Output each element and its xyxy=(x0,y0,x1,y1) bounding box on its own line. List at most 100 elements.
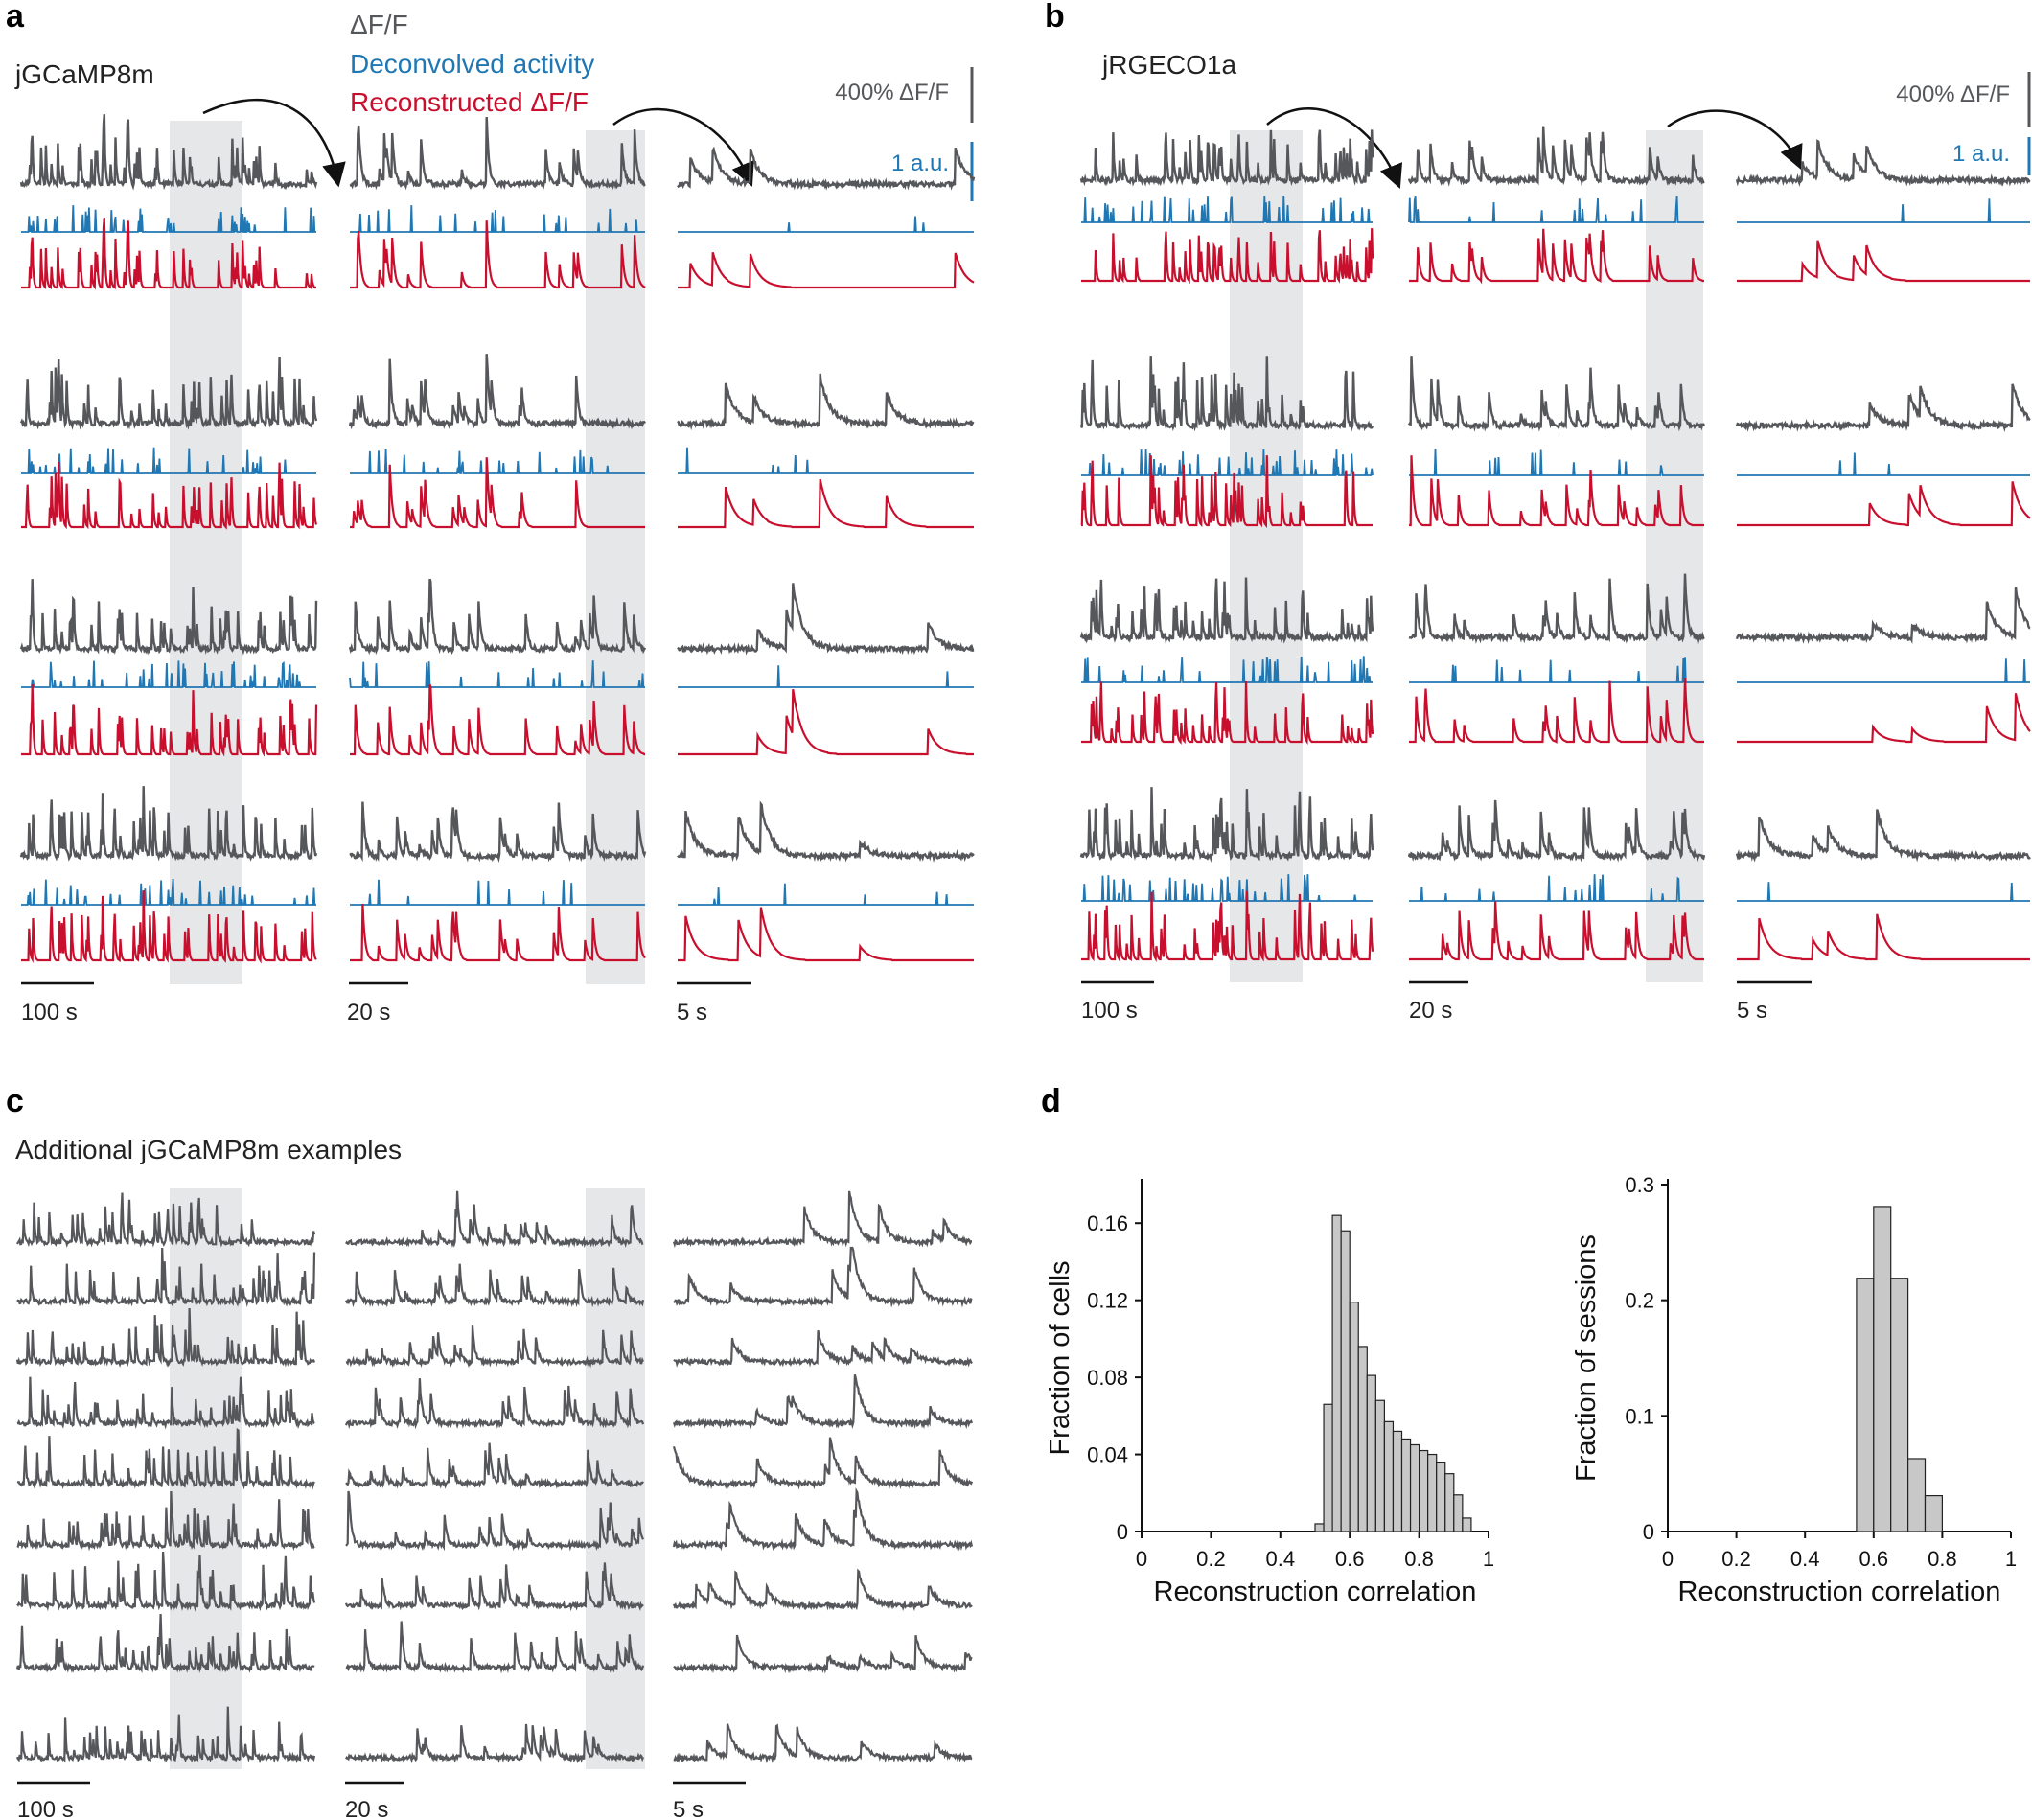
panel-b-dff-trace-4-3 xyxy=(1735,809,2031,863)
panel-a-recon-trace-1-2 xyxy=(350,220,646,289)
scale-label-a-5s: 5 s xyxy=(677,1000,707,1025)
panel-b-deconv-trace-3-3 xyxy=(1737,658,2030,683)
panel-a-recon-trace-2-1 xyxy=(21,461,318,530)
hist-sessions-xtick-label-3: 0.4 xyxy=(1790,1547,1820,1571)
panel-b-dff-trace-2-1 xyxy=(1079,356,1374,433)
hist-cells-xtick-label-5: 0.8 xyxy=(1404,1547,1434,1571)
panel-b-recon-trace-3-3 xyxy=(1737,693,2031,744)
scale-label-a-20s: 20 s xyxy=(347,1000,390,1025)
panel-b-recon-trace-2-1 xyxy=(1080,455,1373,529)
zoom-arrow-b2 xyxy=(1667,109,1803,170)
panel-b-dff-trace-2-3 xyxy=(1735,383,2031,433)
hist-cells-bar-16 xyxy=(1444,1473,1455,1532)
legend-deconvolved: Deconvolved activity xyxy=(350,49,594,79)
panel-letter-a: a xyxy=(6,0,25,35)
panel-a-indicator: jGCaMP8m xyxy=(14,59,154,89)
panel-b-deconv-trace-3-2 xyxy=(1409,657,1704,683)
panel-a-deconv-trace-3-2 xyxy=(349,660,645,688)
shade-a-col1 xyxy=(170,121,242,984)
panel-b-deconv-trace-3-1 xyxy=(1081,656,1373,683)
panel-b-indicator: jRGECO1a xyxy=(1101,50,1236,80)
hist-cells-y-label: Fraction of cells xyxy=(1045,1260,1075,1455)
panel-b-dff-trace-3-1 xyxy=(1079,577,1374,644)
histogram-cells: 0 0.2 0.4 0.6 0.8 1 0 0.04 0.08 0.12 0.16 Reconstru… xyxy=(1045,1179,1494,1607)
panel-c-dff-trace-4-1 xyxy=(16,1376,315,1430)
panel-c-dff-trace-9-3 xyxy=(673,1723,973,1764)
hist-cells-ytick-label-4: 0.12 xyxy=(1087,1289,1128,1313)
zoom-arrow-a2 xyxy=(612,107,754,187)
panel-c-dff-trace-3-3 xyxy=(673,1329,973,1368)
panel-letter-d: d xyxy=(1041,1083,1061,1119)
panel-a-dff-trace-3-2 xyxy=(348,578,647,656)
hist-cells-bar-1 xyxy=(1314,1523,1325,1532)
hist-sessions-bar-5 xyxy=(1924,1494,1943,1532)
panel-a-dff-trace-2-2 xyxy=(348,354,646,430)
hist-cells-xtick-label-1: 0 xyxy=(1136,1547,1147,1571)
panel-b-recon-trace-2-3 xyxy=(1737,481,2031,527)
panel-b-dff-trace-1-2 xyxy=(1407,126,1705,187)
hist-sessions-bar-4 xyxy=(1906,1458,1927,1532)
panel-a-recon-trace-2-2 xyxy=(350,457,645,529)
panel-a-recon-trace-4-2 xyxy=(350,904,646,962)
panel-b-deconv-trace-4-2 xyxy=(1409,874,1704,902)
panel-b-dff-trace-4-1 xyxy=(1079,787,1374,863)
panel-b-deconv-trace-4-1 xyxy=(1081,874,1373,902)
hist-cells-bar-17 xyxy=(1453,1494,1464,1532)
panel-c-dff-trace-7-1 xyxy=(16,1551,316,1612)
panel-b-recon-trace-3-2 xyxy=(1409,678,1704,744)
panel-a-dff-trace-1-3 xyxy=(677,146,976,191)
panel-b-deconv-trace-1-3 xyxy=(1737,198,2030,223)
panel-b-dff-trace-1-1 xyxy=(1079,129,1374,187)
panel-a-dff-trace-3-1 xyxy=(19,579,318,656)
hist-sessions-ytick-label-1: 0 xyxy=(1643,1520,1654,1544)
panel-a-recon-trace-1-1 xyxy=(21,218,316,290)
hist-cells-bar-13 xyxy=(1418,1449,1429,1532)
legend-dff: ΔF/F xyxy=(350,10,408,39)
hist-cells-bar-11 xyxy=(1400,1438,1412,1532)
hist-cells-xtick-label-6: 1 xyxy=(1483,1547,1494,1571)
panel-a-dff-trace-2-1 xyxy=(19,357,318,430)
panel-b-recon-trace-1-1 xyxy=(1081,228,1374,285)
hist-cells-bar-14 xyxy=(1427,1453,1438,1532)
panel-b-deconv-trace-1-2 xyxy=(1408,196,1704,223)
panel-a-deconv-trace-4-1 xyxy=(21,878,316,906)
panel-b-dff-trace-3-3 xyxy=(1735,587,2031,644)
hist-sessions-bar-1 xyxy=(1856,1278,1875,1532)
hist-sessions-xtick-label-6: 1 xyxy=(2005,1547,2017,1571)
panel-a-dff-trace-4-1 xyxy=(19,786,318,862)
panel-c-dff-trace-4-3 xyxy=(672,1374,974,1430)
panel-c-dff-trace-3-2 xyxy=(345,1325,644,1369)
panel-a-dff-trace-1-1 xyxy=(19,114,318,191)
panel-c-dff-trace-9-1 xyxy=(15,1706,316,1764)
hist-cells-bar-6 xyxy=(1357,1346,1368,1532)
panel-b-dff-trace-2-2 xyxy=(1407,356,1706,432)
panel-c-dff-trace-5-1 xyxy=(16,1427,315,1490)
hist-cells-bar-18 xyxy=(1462,1517,1472,1532)
scale-label-b-100s: 100 s xyxy=(1081,998,1138,1024)
panel-a-recon-trace-3-3 xyxy=(678,689,974,756)
hist-sessions-x-label: Reconstruction correlation xyxy=(1678,1577,2001,1607)
panel-a-deconv-trace-4-2 xyxy=(350,879,645,906)
panel-a-deconv-trace-1-2 xyxy=(350,205,645,233)
panel-a-deconv-trace-4-3 xyxy=(678,883,974,906)
panel-b-recon-trace-4-3 xyxy=(1737,913,2030,961)
panel-b-recon-trace-3-1 xyxy=(1081,680,1374,746)
panel-b-deconv-trace-2-1 xyxy=(1081,449,1374,476)
panel-a-recon-trace-3-1 xyxy=(21,684,318,757)
zoom-arrow-a1 xyxy=(202,98,346,188)
hist-cells-bar-2 xyxy=(1323,1403,1333,1532)
panel-b-scale-au-label: 1 a.u. xyxy=(1952,141,2010,167)
panel-c-dff-trace-1-2 xyxy=(345,1190,644,1249)
panel-a-deconv-trace-3-1 xyxy=(21,660,316,688)
hist-sessions-xtick-label-5: 0.8 xyxy=(1928,1547,1957,1571)
panel-b-scale-dff-label: 400% ΔF/F xyxy=(1896,81,2010,107)
scale-label-c-5s: 5 s xyxy=(673,1797,704,1820)
panel-c-dff-trace-2-1 xyxy=(16,1247,316,1307)
hist-cells-ytick-label-5: 0.16 xyxy=(1087,1211,1128,1235)
panel-c-dff-trace-8-3 xyxy=(673,1634,973,1674)
panel-a-deconv-trace-1-1 xyxy=(21,205,316,233)
scale-label-b-5s: 5 s xyxy=(1737,998,1767,1024)
panel-c-dff-trace-6-1 xyxy=(16,1490,315,1552)
panel-c-dff-trace-6-2 xyxy=(345,1490,645,1552)
panel-a-dff-trace-4-3 xyxy=(677,800,975,863)
